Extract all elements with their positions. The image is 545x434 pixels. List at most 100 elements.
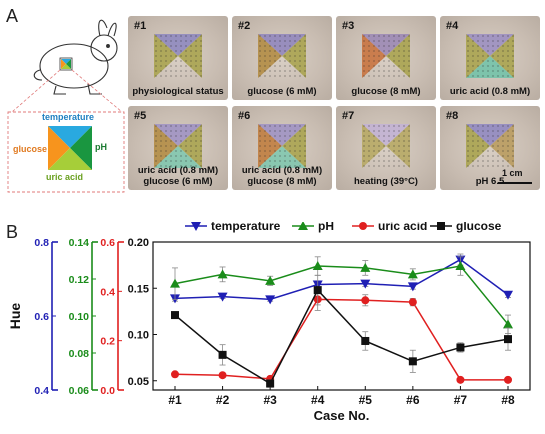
data-point (455, 261, 466, 271)
photo-caption: pH 6.5 (440, 176, 540, 187)
data-point (170, 278, 180, 288)
sensor-photo: #8 pH 6.5 (440, 106, 540, 190)
data-point (361, 336, 370, 345)
sensor-photo: #7 heating (39°C) (336, 106, 436, 190)
y-tick-label: 0.10 (128, 330, 149, 342)
temperature-diagram-label: temperature (42, 112, 95, 122)
panel-a-letter: A (6, 6, 19, 26)
green-axis-tick-label: 0.06 (69, 385, 90, 397)
x-tick-label: #1 (168, 393, 182, 407)
legend-marker (437, 222, 445, 230)
photo-caption-line: glucose (8 mM) (351, 86, 421, 97)
legend-marker-shape (191, 222, 201, 231)
series-line (174, 258, 509, 301)
photo-caption-line: glucose (8 mM) (247, 176, 317, 187)
sensor-patch-icon (59, 57, 73, 71)
green-axis-tick-label: 0.14 (69, 237, 90, 249)
sensor-photo: #2 glucose (6 mM) (232, 16, 332, 100)
series-temperature (170, 253, 513, 305)
photo-caption-line: pH 6.5 (475, 176, 505, 187)
green-axis-tick-label: 0.10 (69, 311, 90, 323)
photo-caption: physiological status (128, 86, 228, 97)
data-point (408, 298, 417, 307)
blue-axis-tick-label: 0.8 (34, 237, 49, 249)
data-point (407, 269, 418, 279)
hue-line-chart: 0.05 0.10 0.15 0.20 0.0 0.2 0.4 0.6 0.06 0.08 0.10… (7, 222, 531, 423)
scale-bar-label: 1 cm (502, 168, 523, 178)
legend-label: pH (318, 222, 334, 233)
data-point (503, 319, 513, 329)
photo-case-number: #2 (238, 20, 251, 32)
data-point (218, 371, 227, 380)
sensor-pattern-icon (466, 124, 514, 168)
legend-label: uric acid (378, 222, 427, 233)
red-axis-tick-label: 0.2 (100, 336, 115, 348)
sensor-pattern-icon (258, 34, 306, 78)
x-tick-label: #6 (406, 393, 420, 407)
sensor-pattern-icon (466, 34, 514, 78)
data-point (265, 275, 276, 285)
data-point (360, 262, 371, 272)
photo-caption-line: uric acid (0.8 mM) (241, 165, 323, 176)
data-point (171, 311, 179, 320)
x-axis-title: Case No. (314, 408, 370, 423)
data-point (313, 286, 322, 295)
y-tick-label: 0.05 (128, 376, 149, 388)
x-tick-label: #4 (311, 393, 325, 407)
photo-caption-line: heating (39°C) (354, 176, 418, 187)
legend-marker-shape (298, 222, 308, 230)
red-axis-tick-label: 0.6 (100, 237, 115, 249)
series-glucose (171, 274, 512, 388)
photo-case-number: #3 (342, 20, 355, 32)
legend-marker-shape (437, 222, 445, 230)
y-tick-label: 0.20 (128, 237, 149, 249)
y-tick-label: 0.15 (128, 283, 149, 295)
data-point (456, 375, 465, 384)
photo-case-number: #8 (446, 110, 459, 122)
x-tick-label: #7 (454, 393, 468, 407)
legend-marker-shape (359, 222, 367, 230)
data-point (171, 370, 179, 379)
series-line (174, 265, 509, 325)
red-axis-tick-label: 0.4 (100, 286, 115, 298)
photo-case-number: #4 (446, 20, 459, 32)
plot-frame (152, 241, 531, 391)
sensor-photo: #5 uric acid (0.8 mM) glucose (6 mM) (128, 106, 228, 190)
data-point (503, 290, 513, 300)
photo-case-number: #1 (134, 20, 147, 32)
series-line (174, 288, 509, 385)
photo-case-number: #5 (134, 110, 147, 122)
photo-caption-line: glucose (6 mM) (247, 86, 317, 97)
green-axis-tick-label: 0.08 (69, 348, 90, 360)
red-axis-tick-label: 0.0 (100, 385, 115, 397)
sensor-pattern-icon (258, 124, 306, 168)
blue-axis-tick-label: 0.4 (34, 385, 49, 397)
legend-label: glucose (456, 222, 502, 233)
data-point (361, 296, 370, 305)
photo-caption-line: physiological status (132, 86, 224, 97)
data-point (360, 279, 371, 289)
data-point (217, 269, 228, 279)
photo-caption: heating (39°C) (336, 176, 436, 187)
uric-acid-diagram-label: uric acid (46, 172, 84, 182)
data-point (407, 282, 418, 292)
data-point (312, 261, 323, 271)
panel-b-letter: B (6, 222, 19, 242)
data-point (456, 343, 465, 352)
x-tick-label: #3 (263, 393, 277, 407)
legend-label: temperature (211, 222, 281, 233)
sensor-pattern-icon (154, 124, 202, 168)
sensor-pattern-icon (362, 124, 410, 168)
photo-case-number: #6 (238, 110, 251, 122)
sensor-pattern-icon (154, 34, 202, 78)
legend-marker (298, 222, 308, 230)
photo-caption: uric acid (0.8 mM) glucose (8 mM) (232, 165, 332, 187)
data-point (504, 335, 512, 344)
sensor-photo: #3 glucose (8 mM) (336, 16, 436, 100)
green-axis-tick-label: 0.12 (69, 274, 90, 286)
blue-axis-tick-label: 0.6 (34, 311, 49, 323)
ph-diagram-label: pH (95, 142, 107, 152)
series-uric-acid (171, 287, 512, 384)
photo-caption: glucose (6 mM) (232, 86, 332, 97)
rabbit-sensor-diagram (7, 19, 125, 193)
